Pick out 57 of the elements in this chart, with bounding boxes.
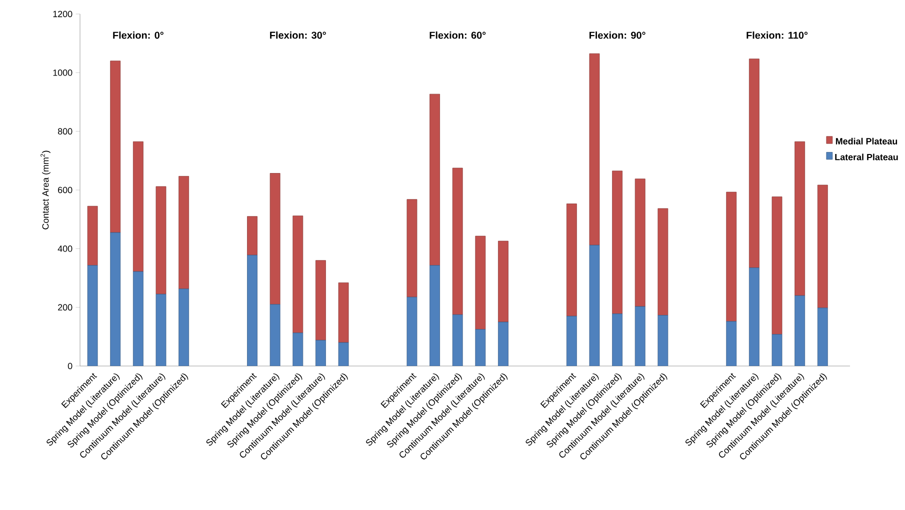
bar — [566, 204, 577, 316]
bar — [430, 94, 440, 266]
legend-label: Medial Plateau — [836, 138, 898, 144]
bar — [292, 216, 304, 334]
y-tick-label: 600 — [58, 186, 72, 194]
annotation: Flexion: 0° — [113, 31, 164, 39]
bar — [316, 340, 326, 366]
bar — [475, 329, 486, 366]
bar — [430, 265, 440, 366]
bar — [634, 306, 646, 366]
annotation: Flexion: 110° — [746, 31, 808, 39]
y-tick-label: 200 — [58, 304, 72, 311]
bar — [612, 170, 622, 314]
bar — [634, 178, 646, 307]
bar — [178, 288, 190, 366]
bar — [452, 168, 463, 315]
y-tick-label: 1200 — [53, 10, 72, 18]
y-axis-title: Contact Area (mm$^{2}$) — [40, 150, 50, 230]
bar — [726, 321, 737, 366]
bar — [566, 316, 577, 366]
bar — [612, 314, 622, 366]
bar — [316, 260, 326, 340]
bar — [292, 332, 304, 366]
bar — [658, 208, 668, 316]
bar — [794, 295, 806, 366]
bar — [817, 184, 828, 308]
y-tick-label: 0 — [68, 362, 72, 370]
bar — [156, 186, 166, 294]
annotation: Flexion: 30° — [270, 31, 326, 39]
bar — [748, 268, 760, 366]
bar — [748, 58, 760, 268]
legend-label: Lateral Plateau — [835, 154, 898, 160]
bar — [247, 216, 258, 256]
annotation: Flexion: 60° — [430, 31, 486, 39]
bar — [132, 271, 144, 366]
bar — [817, 308, 828, 366]
bar — [772, 196, 782, 335]
bar — [247, 254, 258, 366]
bar — [338, 282, 349, 343]
bar — [452, 314, 463, 366]
y-tick-label: 400 — [58, 245, 72, 252]
bar — [498, 322, 508, 366]
annotation: Flexion: 90° — [589, 31, 646, 39]
bar — [132, 141, 144, 272]
bar — [498, 240, 508, 322]
bar — [110, 232, 121, 366]
bar — [178, 176, 190, 290]
bar — [406, 199, 418, 298]
bar — [589, 53, 600, 246]
bar — [726, 192, 737, 322]
y-tick-label: 800 — [58, 128, 72, 135]
bar — [475, 236, 486, 330]
bar — [110, 60, 121, 233]
bar — [270, 173, 280, 305]
y-tick-label: 1000 — [53, 69, 72, 76]
bar — [87, 206, 98, 266]
bar — [794, 141, 806, 296]
